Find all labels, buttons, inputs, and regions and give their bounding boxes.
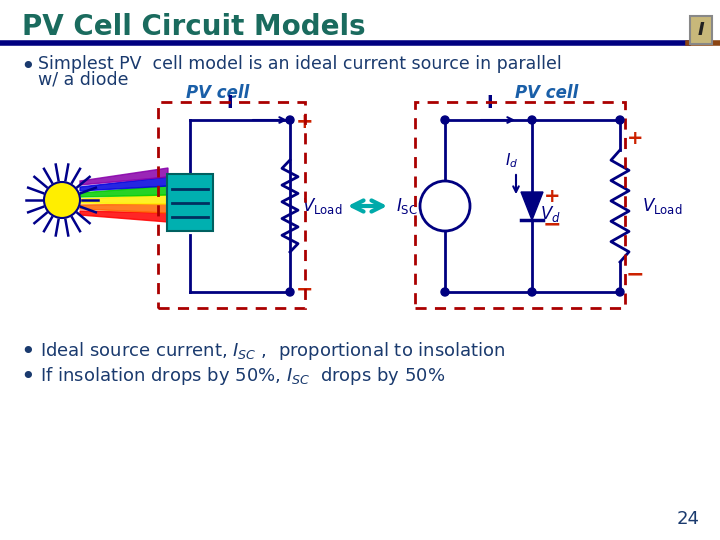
Text: PV cell: PV cell [186, 84, 250, 102]
Text: +: + [626, 129, 643, 147]
Text: I: I [227, 94, 233, 112]
Text: I: I [487, 94, 493, 112]
Polygon shape [80, 211, 168, 222]
Circle shape [441, 116, 449, 124]
Circle shape [44, 182, 80, 218]
Text: −: − [626, 264, 644, 284]
Text: •: • [20, 340, 35, 364]
Circle shape [441, 288, 449, 296]
Polygon shape [521, 192, 543, 220]
Text: •: • [20, 365, 35, 389]
Circle shape [420, 181, 470, 231]
Text: w/ a diode: w/ a diode [38, 71, 128, 89]
Circle shape [616, 116, 624, 124]
Text: 24: 24 [677, 510, 700, 528]
Text: I: I [698, 21, 704, 39]
Text: PV cell: PV cell [516, 84, 579, 102]
Circle shape [286, 116, 294, 124]
Circle shape [528, 116, 536, 124]
Polygon shape [80, 204, 168, 213]
Text: $V_d$: $V_d$ [540, 204, 561, 224]
Text: $I_d$: $I_d$ [505, 151, 518, 170]
Text: +: + [296, 112, 314, 132]
Text: $V_{\rm Load}$: $V_{\rm Load}$ [302, 196, 343, 216]
Polygon shape [80, 168, 168, 185]
FancyBboxPatch shape [690, 16, 712, 44]
Circle shape [616, 288, 624, 296]
Text: $V_{\rm Load}$: $V_{\rm Load}$ [642, 196, 683, 216]
Text: Simplest PV  cell model is an ideal current source in parallel: Simplest PV cell model is an ideal curre… [38, 55, 562, 73]
Polygon shape [80, 195, 168, 204]
FancyBboxPatch shape [167, 174, 213, 231]
Text: −: − [543, 214, 562, 234]
Polygon shape [80, 177, 168, 191]
Text: Ideal source current, $I_{SC}$ ,  proportional to insolation: Ideal source current, $I_{SC}$ , proport… [40, 340, 505, 362]
Text: •: • [20, 55, 35, 79]
Text: If insolation drops by 50%, $I_{SC}$  drops by 50%: If insolation drops by 50%, $I_{SC}$ dro… [40, 365, 445, 387]
Text: $I_{\rm SC}$: $I_{\rm SC}$ [396, 196, 418, 216]
Text: +: + [544, 186, 560, 206]
Text: −: − [296, 280, 313, 300]
Circle shape [286, 288, 294, 296]
Polygon shape [80, 186, 168, 197]
Text: PV Cell Circuit Models: PV Cell Circuit Models [22, 13, 366, 41]
Circle shape [528, 288, 536, 296]
